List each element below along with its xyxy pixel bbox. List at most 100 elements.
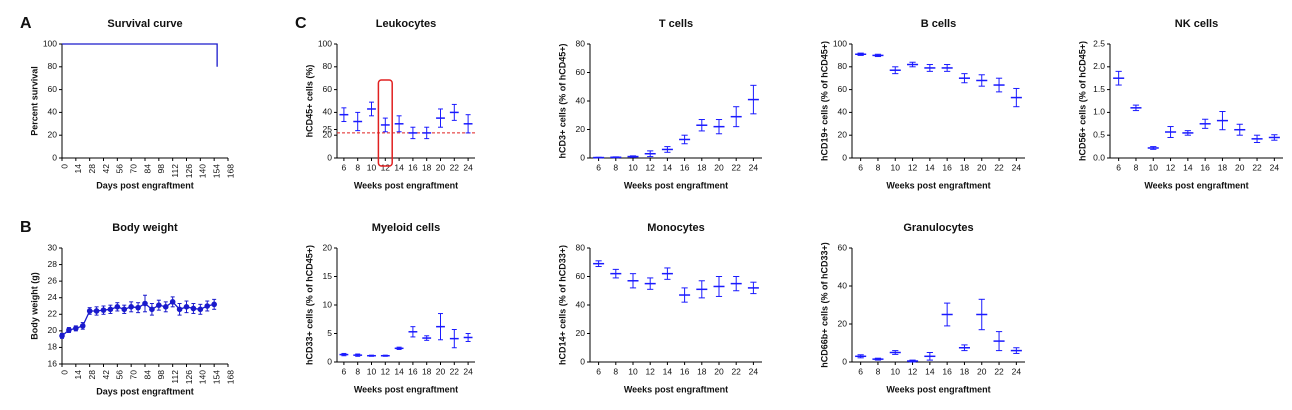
x-tick-label: 126: [184, 370, 194, 384]
data-point: [100, 307, 107, 313]
y-tick-label: 0: [327, 152, 332, 162]
x-tick-label: 28: [87, 370, 97, 380]
x-tick-label: 0: [59, 164, 69, 169]
y-tick-label: 24: [48, 292, 58, 302]
data-point: [190, 305, 197, 312]
y-tick-label: 20: [838, 318, 848, 328]
x-tick-label: 16: [680, 162, 690, 172]
y-tick-label: 28: [48, 259, 58, 269]
data-point: [86, 308, 93, 314]
x-tick-label: 24: [463, 366, 473, 376]
y-tick-label: 100: [318, 38, 332, 48]
x-tick-label: 18: [422, 366, 432, 376]
x-tick-label: 24: [749, 162, 759, 172]
x-tick-label: 18: [422, 162, 432, 172]
x-tick-label: 14: [394, 162, 404, 172]
x-tick-label: 84: [142, 370, 152, 380]
y-tick-label: 20: [323, 129, 333, 139]
x-tick-label: 112: [170, 370, 180, 384]
y-tick-label: 0: [580, 152, 585, 162]
y-tick-label: 40: [323, 107, 333, 117]
chart-title: NK cells: [1175, 18, 1218, 30]
y-tick-label: 80: [323, 61, 333, 71]
x-tick-label: 6: [342, 162, 347, 172]
panel-letter: B: [20, 219, 32, 236]
x-tick-label: 70: [128, 164, 138, 174]
x-tick-label: 18: [697, 162, 707, 172]
y-tick-label: 60: [576, 67, 586, 77]
x-tick-label: 18: [697, 366, 707, 376]
y-tick-label: 80: [576, 38, 586, 48]
y-tick-label: 80: [576, 242, 586, 252]
x-tick-label: 126: [184, 164, 194, 178]
x-tick-label: 10: [891, 162, 901, 172]
x-tick-label: 8: [613, 162, 618, 172]
y-tick-label: 80: [838, 61, 848, 71]
chart-title: Granulocytes: [903, 222, 973, 234]
x-tick-label: 12: [908, 366, 918, 376]
y-tick-label: 0: [842, 356, 847, 366]
x-tick-label: 10: [628, 162, 638, 172]
x-tick-label: 28: [87, 164, 97, 174]
x-tick-label: 42: [101, 164, 111, 174]
y-tick-label: 30: [48, 242, 58, 252]
x-axis-label: Days post engraftment: [96, 386, 194, 396]
chart-title: Body weight: [112, 222, 178, 234]
x-tick-label: 22: [450, 162, 460, 172]
x-tick-label: 8: [876, 366, 881, 376]
y-tick-label: 60: [576, 271, 586, 281]
y-axis-label: Body weight (g): [29, 272, 39, 340]
y-axis-label: hCD66b+ cells (% of hCD33+): [819, 242, 829, 368]
data-point: [169, 299, 176, 305]
y-tick-label: 60: [838, 84, 848, 94]
x-tick-label: 10: [891, 366, 901, 376]
x-tick-label: 168: [225, 370, 235, 384]
data-point: [128, 304, 134, 310]
x-tick-label: 56: [115, 164, 125, 174]
y-axis-label: hCD14+ cells (% of hCD33+): [557, 245, 567, 365]
x-tick-label: 14: [1183, 162, 1193, 172]
y-axis-label: hCD19+ cells (% of hCD45+): [819, 41, 829, 161]
x-tick-label: 8: [355, 162, 360, 172]
y-tick-label: 0: [580, 356, 585, 366]
y-tick-label: 1.0: [1093, 107, 1105, 117]
x-tick-label: 12: [908, 162, 918, 172]
data-point: [93, 308, 100, 314]
x-tick-label: 16: [680, 366, 690, 376]
y-tick-label: 100: [833, 38, 847, 48]
chart-title: B cells: [921, 18, 956, 30]
x-tick-label: 14: [73, 164, 83, 174]
x-tick-label: 16: [942, 162, 952, 172]
x-tick-label: 20: [1235, 162, 1245, 172]
data-point: [211, 301, 217, 308]
x-tick-label: 6: [596, 366, 601, 376]
y-tick-label: 10: [323, 299, 333, 309]
x-tick-label: 24: [1012, 366, 1022, 376]
x-tick-label: 10: [1149, 162, 1159, 172]
x-tick-label: 140: [198, 164, 208, 178]
x-tick-label: 112: [170, 164, 180, 178]
y-axis-label: Percent survival: [29, 66, 39, 136]
x-tick-label: 16: [408, 162, 418, 172]
y-tick-label: 5: [327, 328, 332, 338]
y-tick-label: 40: [838, 280, 848, 290]
x-tick-label: 22: [994, 162, 1004, 172]
x-tick-label: 8: [355, 366, 360, 376]
x-tick-label: 12: [645, 366, 655, 376]
data-point: [114, 304, 121, 310]
y-tick-label: 40: [838, 107, 848, 117]
y-tick-label: 0: [842, 152, 847, 162]
x-tick-label: 14: [925, 366, 935, 376]
panel-letter: A: [20, 15, 32, 32]
data-point: [176, 306, 183, 313]
data-point: [107, 306, 114, 313]
x-tick-label: 24: [1012, 162, 1022, 172]
x-axis-label: Weeks post engraftment: [1144, 180, 1248, 190]
y-tick-label: 80: [48, 61, 58, 71]
y-axis-label: hCD56+ cells (% of hCD45+): [1077, 41, 1087, 161]
x-tick-label: 14: [663, 162, 673, 172]
data-point: [79, 323, 86, 329]
data-point: [121, 306, 128, 313]
x-tick-label: 12: [1166, 162, 1176, 172]
